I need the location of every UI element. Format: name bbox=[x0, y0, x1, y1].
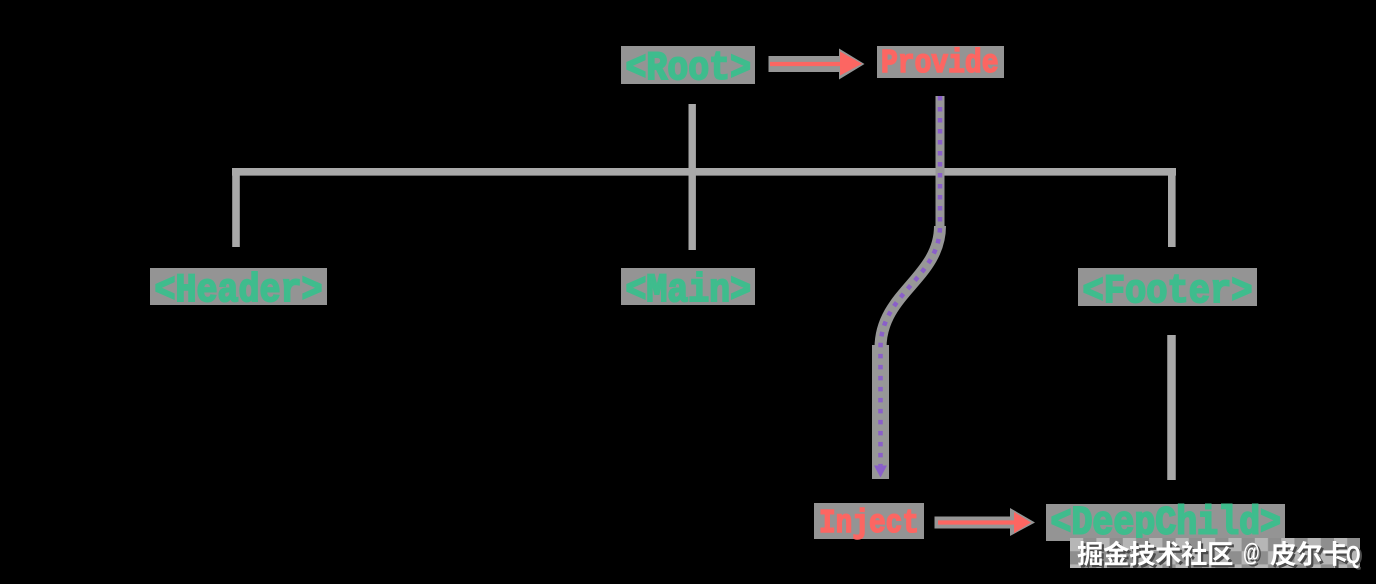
svg-text:@: @ bbox=[1245, 541, 1262, 569]
svg-text:Inject: Inject bbox=[819, 505, 919, 542]
svg-text:Q: Q bbox=[1348, 543, 1363, 571]
svg-text:<Root>: <Root> bbox=[626, 47, 752, 92]
svg-text:Provide: Provide bbox=[881, 45, 999, 82]
svg-text:<Main>: <Main> bbox=[626, 269, 752, 314]
svg-text:Q: Q bbox=[1346, 541, 1361, 569]
svg-text:@: @ bbox=[1243, 539, 1260, 567]
svg-text:<Header>: <Header> bbox=[155, 269, 323, 314]
svg-text:<Footer>: <Footer> bbox=[1083, 270, 1253, 315]
